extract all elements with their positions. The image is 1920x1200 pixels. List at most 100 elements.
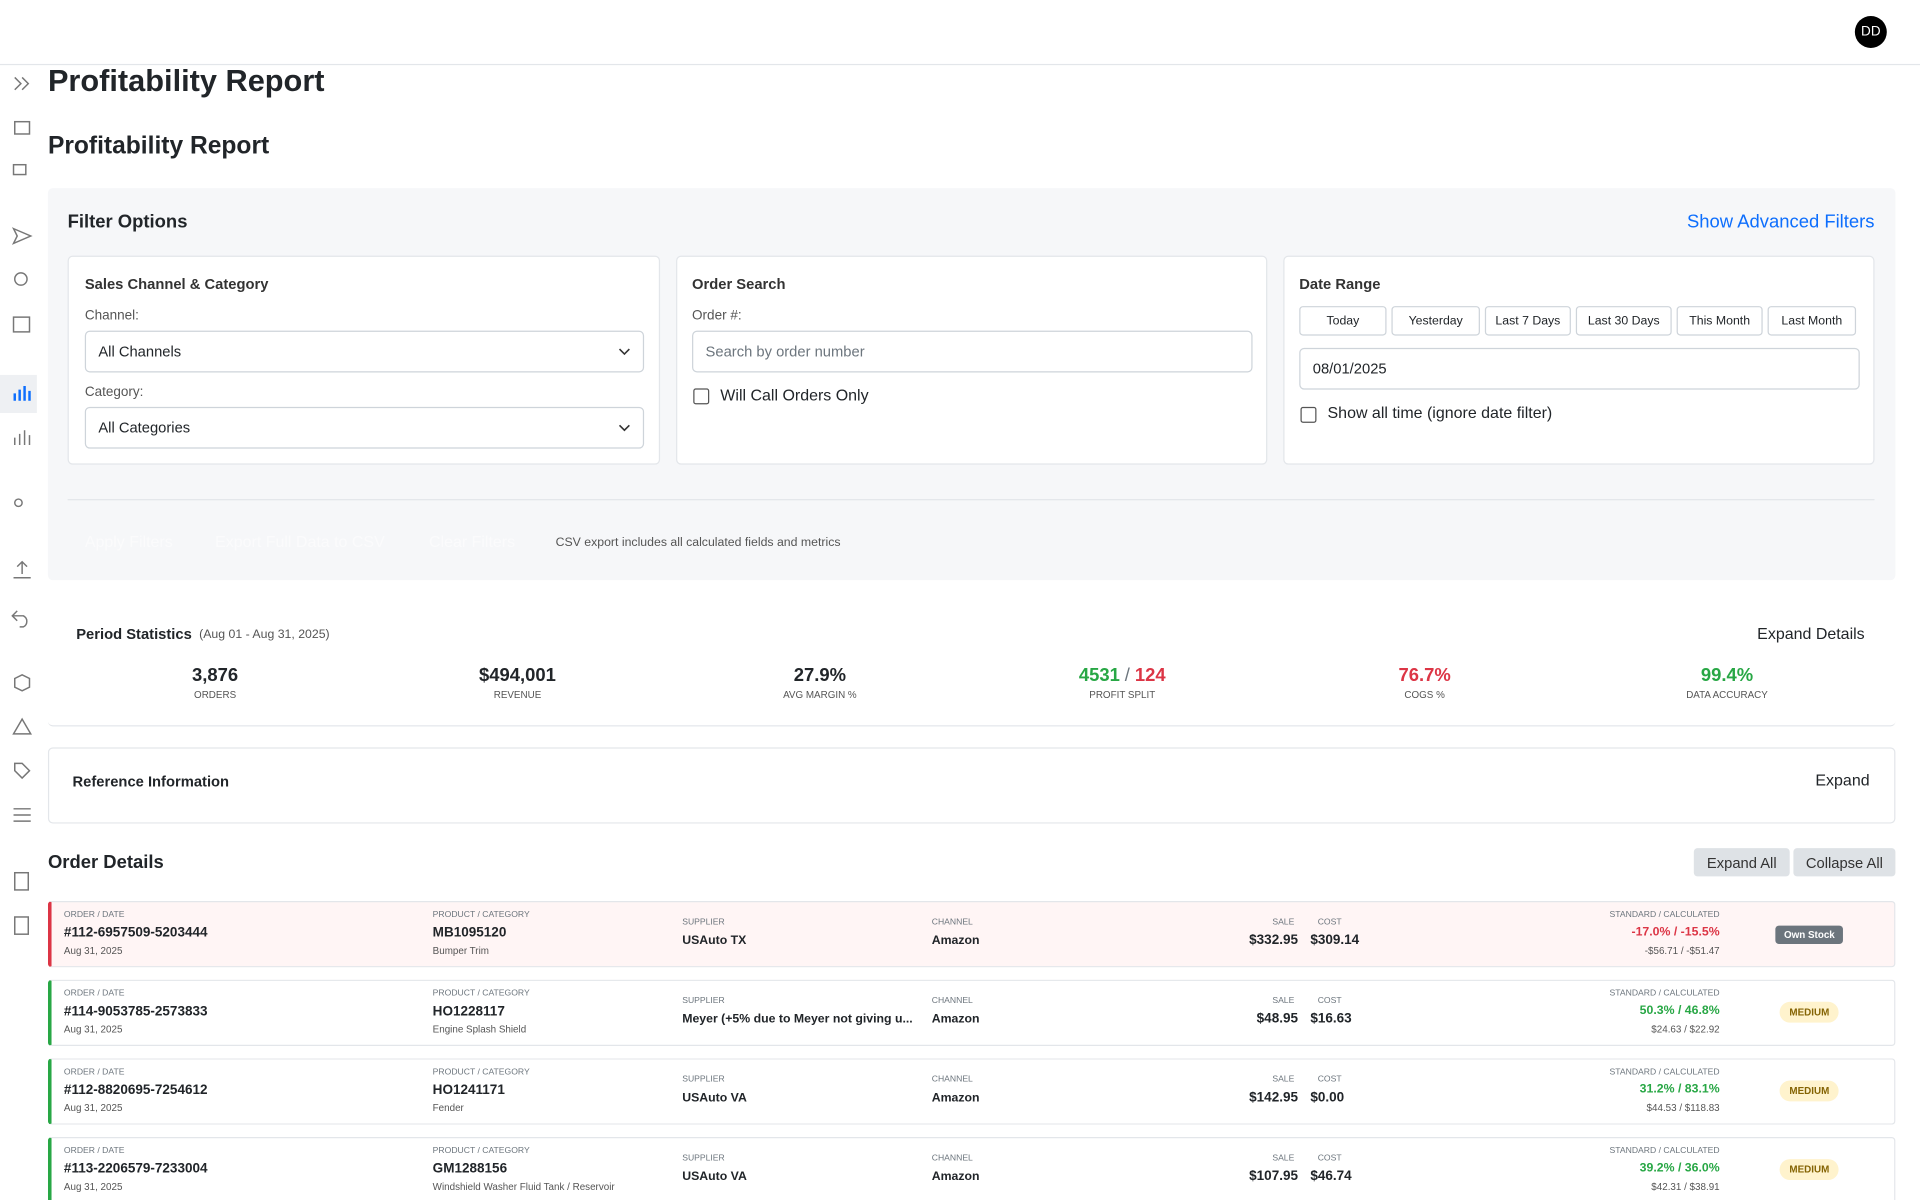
stat-label: COGS %: [1404, 689, 1445, 701]
field-label: STANDARD / CALCULATED: [1609, 989, 1720, 999]
profit: $24.63 / $22.92: [1651, 1023, 1720, 1035]
field-label: SUPPLIER: [682, 1075, 725, 1085]
channel-label: Channel:: [84, 308, 139, 324]
field-label: COST: [1317, 996, 1342, 1006]
preset-button[interactable]: Last Month: [1767, 306, 1857, 336]
category-select[interactable]: All Categories: [84, 406, 645, 449]
action-button[interactable]: Clear Filters: [428, 532, 516, 551]
bag-icon[interactable]: [14, 120, 31, 135]
show-all-checkbox[interactable]: [1300, 406, 1317, 423]
field-label: CHANNEL: [931, 996, 973, 1006]
store-icon[interactable]: [12, 316, 31, 333]
tag-icon[interactable]: [14, 762, 31, 780]
placeholder: Search by order number: [705, 342, 865, 361]
select-value: All Channels: [98, 342, 182, 361]
profit: $44.53 / $118.83: [1646, 1102, 1720, 1114]
stat-number: $494,001: [479, 664, 556, 686]
profit: $42.31 / $38.91: [1651, 1181, 1720, 1193]
category: Bumper Trim: [432, 945, 489, 957]
channel: Amazon: [931, 1012, 980, 1027]
order-row[interactable]: ORDER / DATE #114-9053785-2573833 Aug 31, …: [47, 979, 1896, 1047]
badge: Own Stock: [1775, 925, 1844, 945]
order-row[interactable]: ORDER / DATE #113-2206579-7233004 Aug 31, …: [47, 1137, 1896, 1200]
field-label: ORDER / DATE: [63, 1146, 125, 1156]
users-icon[interactable]: [14, 498, 23, 508]
action-button[interactable]: Apply Filters: [84, 532, 173, 551]
field-label: SUPPLIER: [682, 918, 725, 927]
page-title: Profitability Report: [47, 63, 325, 99]
date-input[interactable]: 08/01/2025: [1299, 347, 1860, 390]
supplier: Meyer (+5% due to Meyer not giving u...: [682, 1012, 913, 1027]
field-label: CHANNEL: [931, 1154, 973, 1163]
preset-button[interactable]: Last 30 Days: [1575, 306, 1672, 336]
preset-button[interactable]: Last 7 Days: [1484, 306, 1571, 336]
card-title: Date Range: [1299, 275, 1381, 293]
sale: $48.95: [1256, 1011, 1299, 1027]
avatar[interactable]: DD: [1854, 15, 1887, 48]
reference-title: Reference Information: [72, 773, 230, 791]
field-label: SUPPLIER: [682, 1154, 725, 1163]
stat-number: 76.7%: [1398, 664, 1451, 686]
stat-number: 27.9%: [793, 664, 847, 686]
card-title: Sales Channel & Category: [84, 275, 269, 293]
category-label: Category:: [84, 384, 144, 400]
order-date: Aug 31, 2025: [63, 945, 123, 957]
settings-icon[interactable]: [13, 808, 31, 822]
field-label: SUPPLIER: [682, 996, 725, 1006]
expand-details[interactable]: Expand Details: [1757, 624, 1865, 643]
field-label: SALE: [1272, 918, 1295, 927]
active-bg: [0, 374, 37, 414]
reference-expand[interactable]: Expand: [1815, 770, 1870, 790]
field-label: SALE: [1272, 1075, 1295, 1085]
order-input[interactable]: Search by order number: [692, 330, 1253, 373]
field-label: COST: [1317, 1075, 1342, 1085]
stats-title: Period Statistics: [76, 625, 192, 643]
field-label: ORDER / DATE: [63, 989, 125, 999]
show-all-label: Show all time (ignore date filter): [1327, 403, 1553, 422]
supplier: USAuto VA: [682, 1170, 747, 1184]
stat: $494,001 REVENUE: [419, 665, 616, 709]
stat-label: REVENUE: [493, 689, 542, 701]
field-label: COST: [1317, 1154, 1342, 1163]
stat-value: 76.7%: [1326, 665, 1523, 686]
field-label: ORDER / DATE: [63, 1068, 125, 1077]
field-label: COST: [1317, 918, 1342, 927]
stat-value: 27.9%: [722, 665, 919, 686]
doc-icon[interactable]: [14, 871, 30, 891]
stat-label: PROFIT SPLIT: [1089, 689, 1156, 701]
undo-icon[interactable]: [11, 610, 28, 628]
channel-select[interactable]: All Channels: [84, 330, 645, 373]
margin: -17.0% / -15.5%: [1631, 925, 1720, 940]
stat: 76.7% COGS %: [1326, 665, 1523, 709]
supplier: USAuto TX: [682, 934, 747, 948]
expand-all[interactable]: Expand All: [1693, 848, 1790, 877]
margin: 50.3% / 46.8%: [1639, 1004, 1720, 1018]
send-icon[interactable]: [11, 227, 33, 245]
report-icon[interactable]: [13, 385, 31, 401]
order-number: #112-8820695-7254612: [63, 1082, 208, 1098]
cost: $309.14: [1310, 932, 1360, 948]
badge: MEDIUM: [1779, 1080, 1840, 1102]
margin: 39.2% / 36.0%: [1639, 1161, 1720, 1176]
advanced-link[interactable]: Show Advanced Filters: [1686, 211, 1875, 233]
stat-label: AVG MARGIN %: [783, 689, 857, 701]
preset-button[interactable]: Today: [1299, 306, 1387, 336]
action-button[interactable]: Export Full Data to CSV: [215, 532, 385, 551]
sku: MB1095120: [432, 925, 507, 941]
chart-icon[interactable]: [14, 430, 31, 445]
search-icon[interactable]: [14, 272, 28, 286]
truck-icon[interactable]: [12, 163, 27, 176]
order-row[interactable]: ORDER / DATE #112-8820695-7254612 Aug 31, …: [47, 1058, 1896, 1125]
upload-icon[interactable]: [13, 560, 31, 579]
doc-add-icon[interactable]: [14, 916, 30, 935]
field-label: PRODUCT / CATEGORY: [432, 1146, 530, 1156]
alert-icon[interactable]: [12, 717, 33, 735]
stat-value: $494,001: [419, 665, 616, 686]
box-icon[interactable]: [14, 674, 31, 692]
collapse-all[interactable]: Collapse All: [1793, 848, 1896, 877]
preset-button[interactable]: This Month: [1676, 306, 1763, 336]
expand-icon[interactable]: [14, 76, 30, 91]
preset-button[interactable]: Yesterday: [1391, 306, 1480, 336]
will-call-checkbox[interactable]: [693, 388, 710, 405]
order-row[interactable]: ORDER / DATE #112-6957509-5203444 Aug 31, …: [47, 900, 1896, 968]
